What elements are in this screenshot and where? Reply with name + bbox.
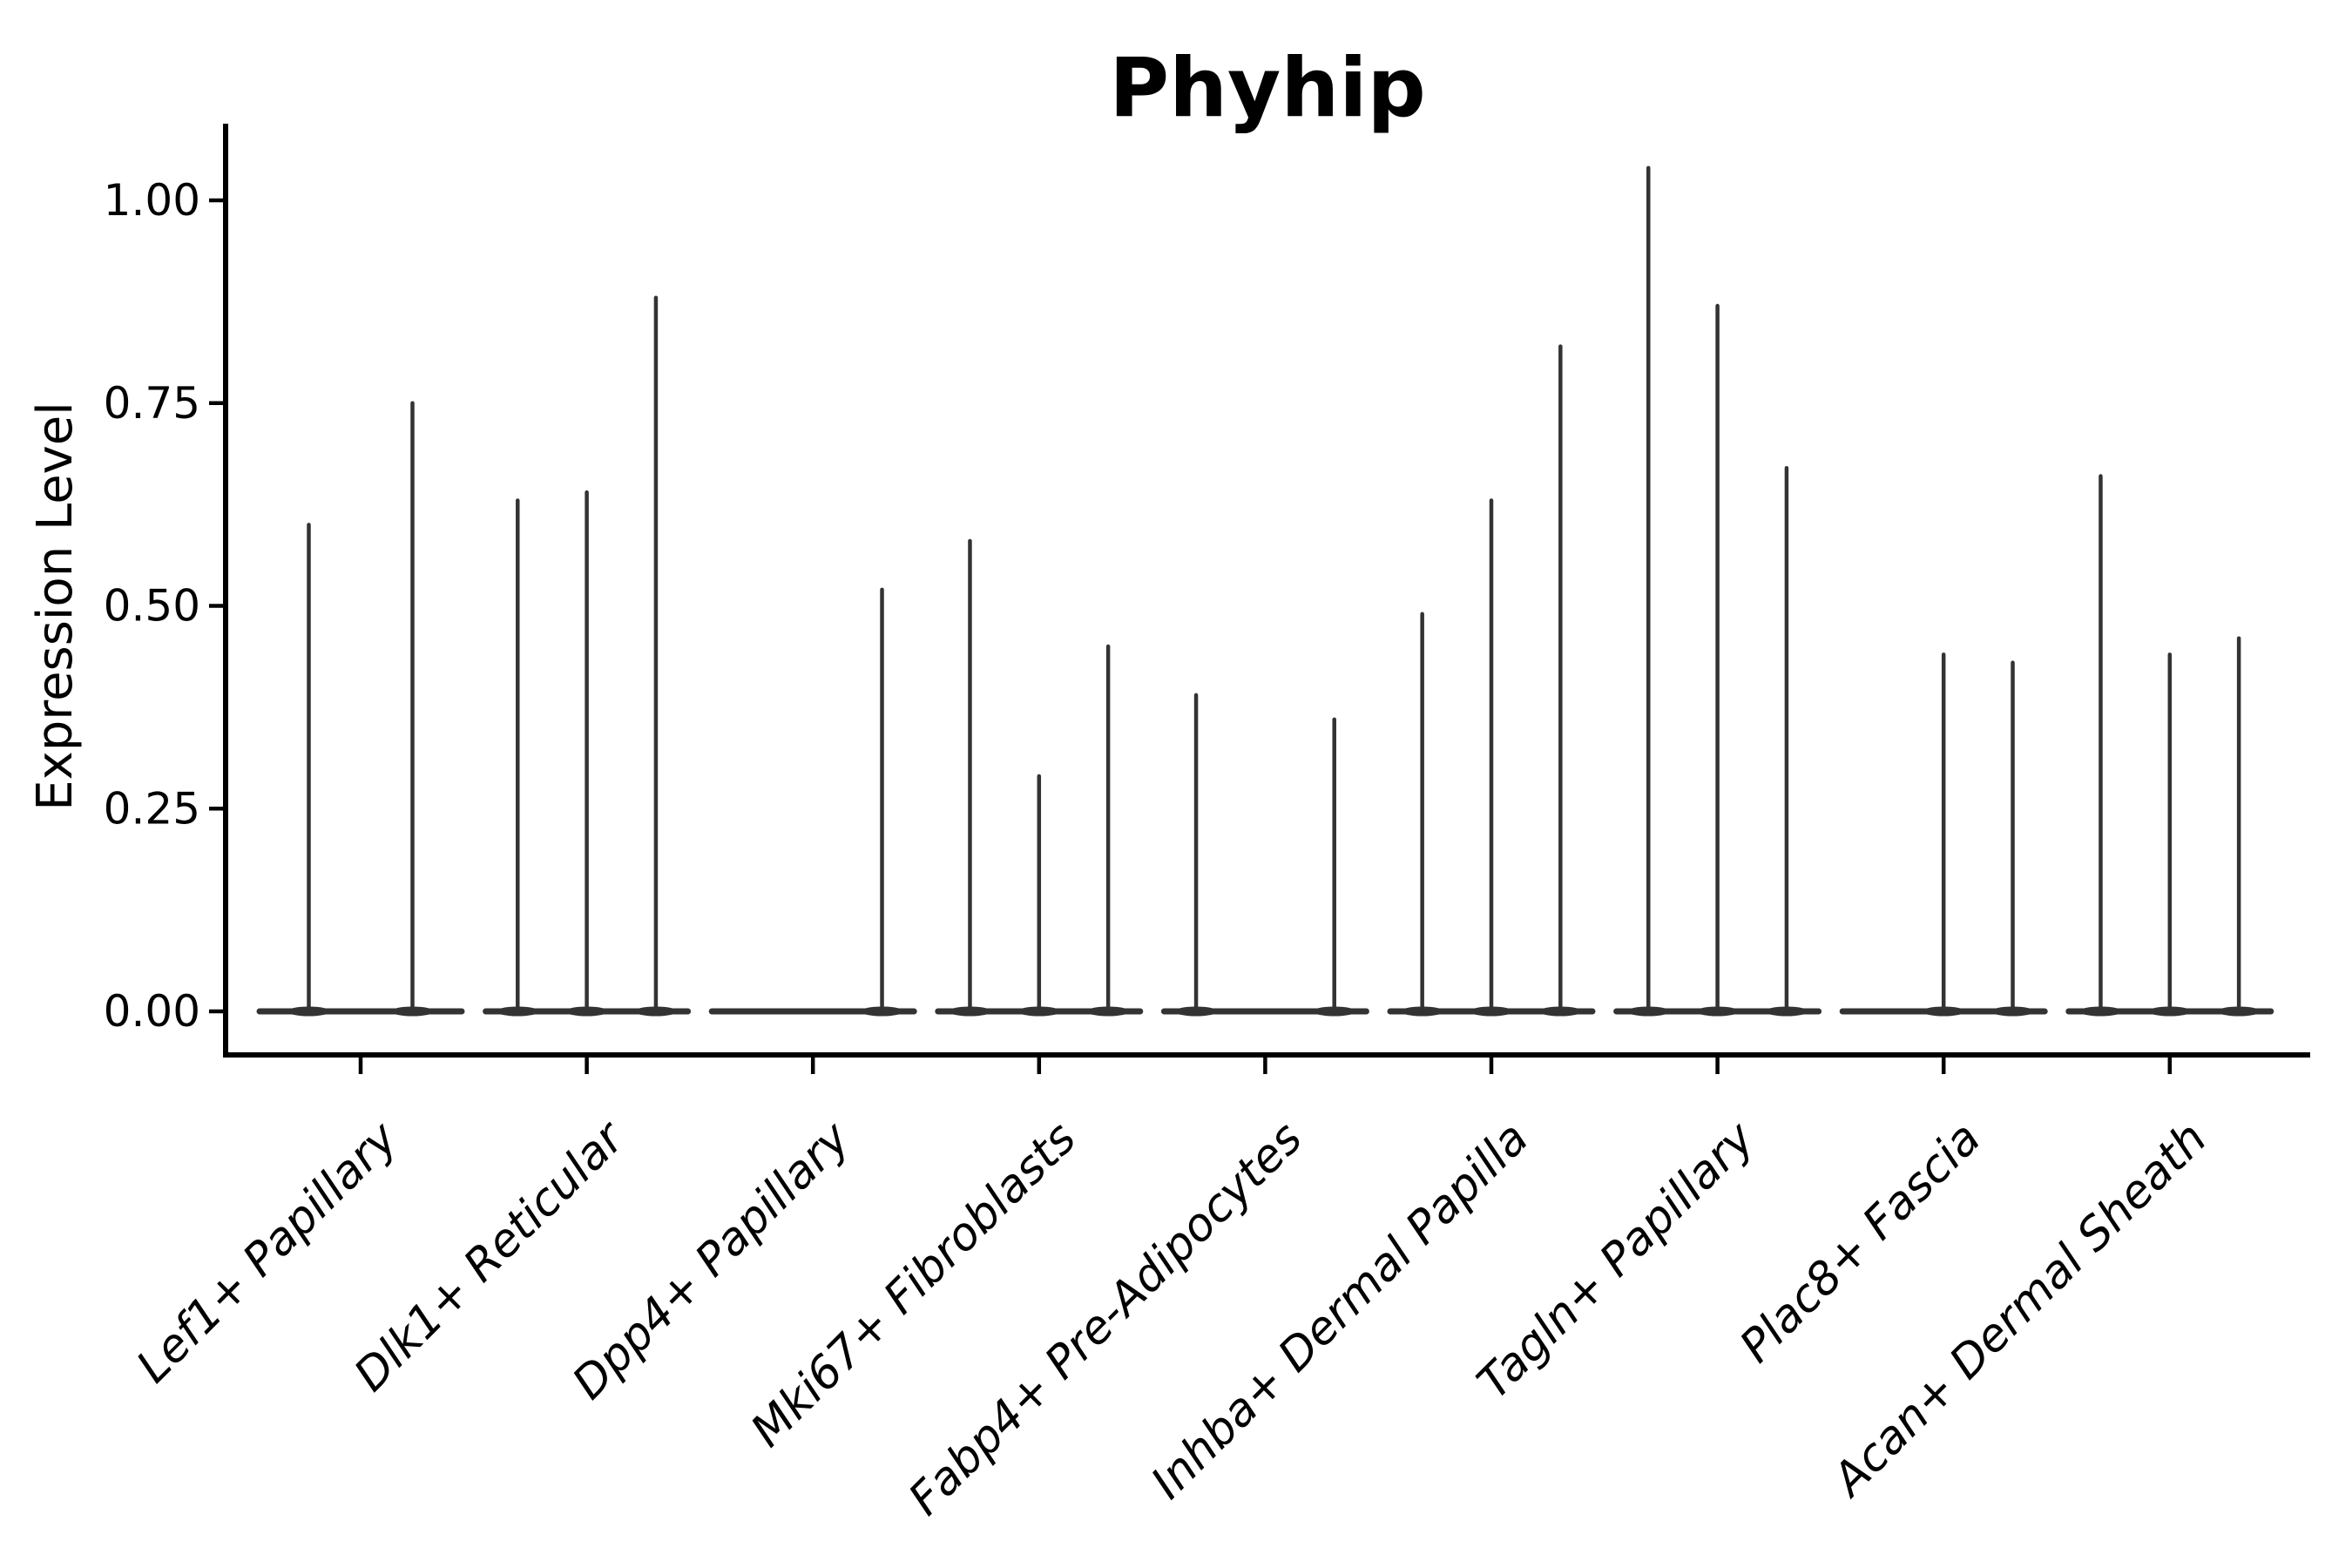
chart-title: Phyhip <box>1109 41 1426 136</box>
y-tick-label: 0.00 <box>104 986 200 1037</box>
violins-layer <box>256 166 2274 1017</box>
y-tick-label: 0.25 <box>104 783 200 834</box>
x-tick-label: Acan+ Dermal Sheath <box>1821 1112 2217 1508</box>
y-tick-label: 1.00 <box>104 175 200 226</box>
y-tick-label: 0.50 <box>104 581 200 632</box>
y-tick-label: 0.75 <box>104 378 200 429</box>
y-axis-label: Expression Level <box>27 402 84 811</box>
x-tick-label: Fabp4+ Pre-Adipocytes <box>899 1112 1313 1526</box>
x-tick-label: Inhba+ Dermal Papilla <box>1141 1112 1538 1510</box>
x-tick-label: Plac8+ Fascia <box>1730 1112 1990 1373</box>
